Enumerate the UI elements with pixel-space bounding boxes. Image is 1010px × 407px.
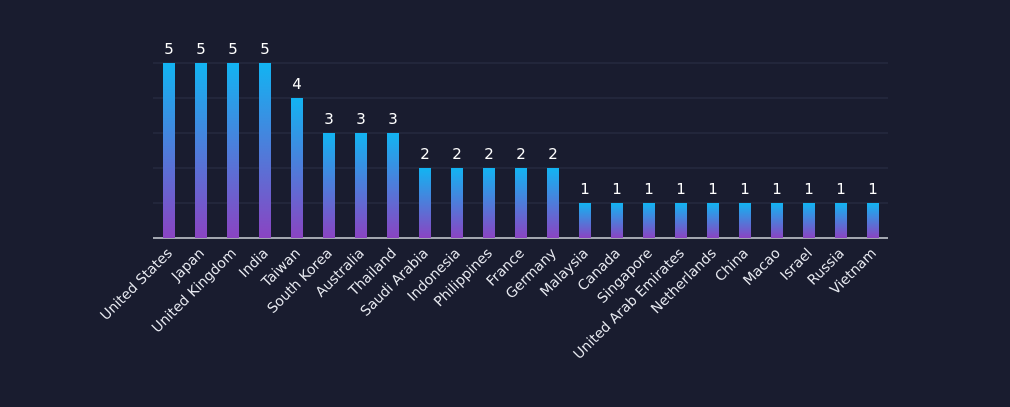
value-label: 1 (836, 180, 846, 198)
bar[interactable] (291, 98, 303, 238)
value-label: 3 (356, 110, 366, 128)
value-label: 2 (484, 145, 494, 163)
value-label: 1 (580, 180, 590, 198)
value-label: 1 (868, 180, 878, 198)
value-label: 4 (292, 75, 302, 93)
value-label: 5 (196, 40, 206, 58)
bar[interactable] (643, 203, 655, 238)
bar[interactable] (739, 203, 751, 238)
bar[interactable] (483, 168, 495, 238)
value-label: 5 (164, 40, 174, 58)
bar[interactable] (611, 203, 623, 238)
bar[interactable] (515, 168, 527, 238)
bar[interactable] (323, 133, 335, 238)
value-label: 1 (644, 180, 654, 198)
bar[interactable] (355, 133, 367, 238)
value-label: 2 (516, 145, 526, 163)
bar[interactable] (579, 203, 591, 238)
value-label: 1 (804, 180, 814, 198)
value-label: 5 (260, 40, 270, 58)
value-label: 1 (740, 180, 750, 198)
bar[interactable] (195, 63, 207, 238)
value-label: 3 (388, 110, 398, 128)
bar[interactable] (771, 203, 783, 238)
value-label: 2 (420, 145, 430, 163)
bar[interactable] (707, 203, 719, 238)
bar[interactable] (163, 63, 175, 238)
bar[interactable] (259, 63, 271, 238)
value-label: 1 (708, 180, 718, 198)
bar[interactable] (675, 203, 687, 238)
value-label: 2 (548, 145, 558, 163)
bars (163, 63, 879, 238)
value-label: 1 (772, 180, 782, 198)
bar[interactable] (867, 203, 879, 238)
value-label: 3 (324, 110, 334, 128)
bar[interactable] (451, 168, 463, 238)
bar[interactable] (547, 168, 559, 238)
value-label: 1 (676, 180, 686, 198)
value-label: 2 (452, 145, 462, 163)
value-label: 5 (228, 40, 238, 58)
bar[interactable] (835, 203, 847, 238)
value-label: 1 (612, 180, 622, 198)
bar[interactable] (227, 63, 239, 238)
value-labels: 5 5 5 5 4 3 3 3 2 2 2 2 2 1 1 1 1 1 1 1 1 1 1 (164, 40, 878, 198)
bar[interactable] (387, 133, 399, 238)
bar[interactable] (803, 203, 815, 238)
bar[interactable] (419, 168, 431, 238)
